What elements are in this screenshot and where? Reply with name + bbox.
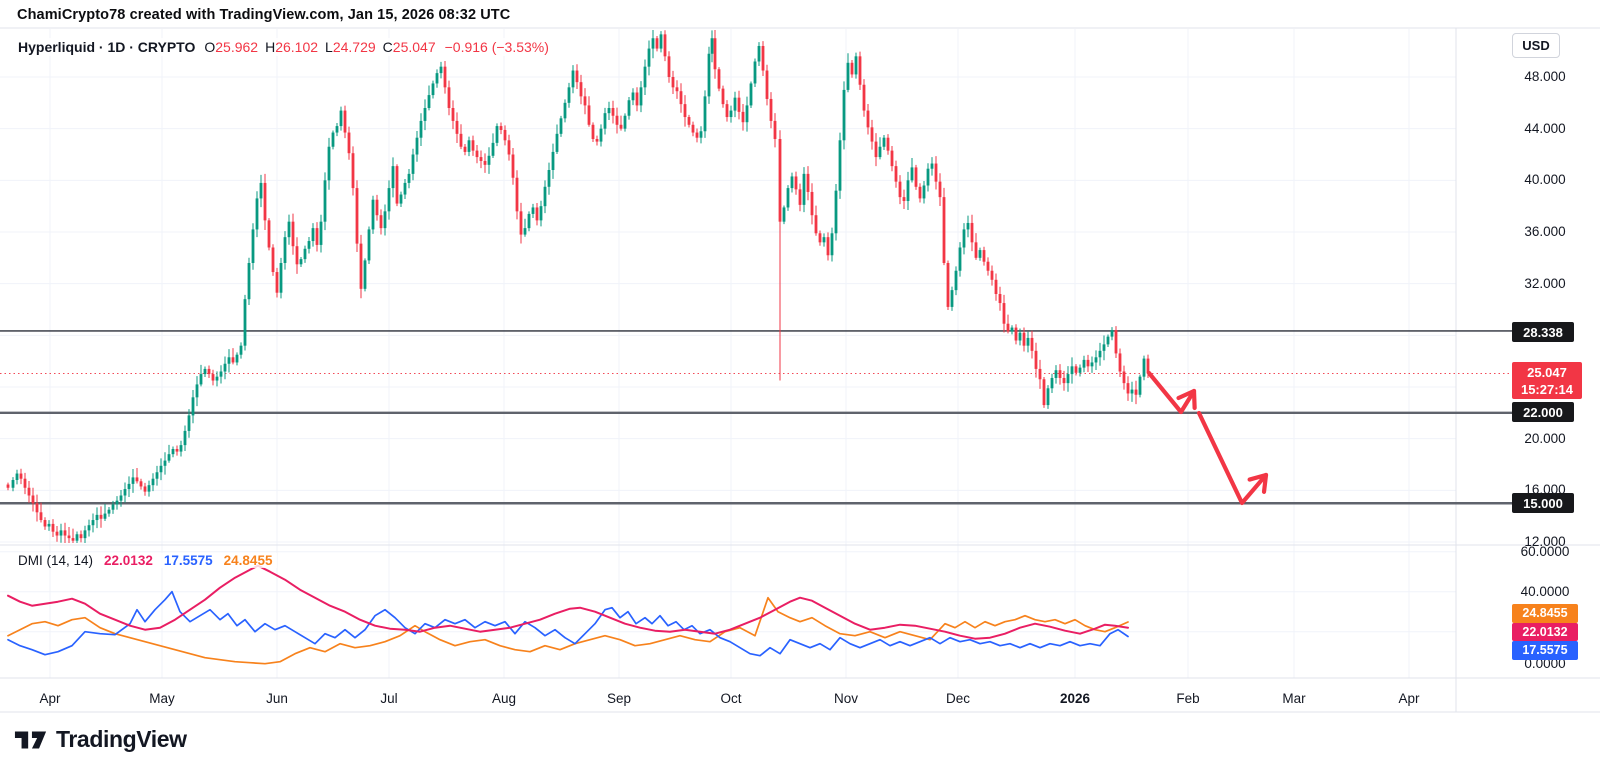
plus-di-badge[interactable]: 17.5575: [1512, 641, 1578, 660]
dmi-axis-label: 0.0000: [1524, 656, 1566, 671]
adx-badge[interactable]: 22.0132: [1512, 622, 1578, 641]
change-value: −0.916 (−3.53%): [444, 39, 549, 55]
time-axis-label-feb: Feb: [1176, 691, 1200, 706]
time-axis-label-2026: 2026: [1059, 691, 1091, 706]
support1-price-badge[interactable]: 22.000: [1512, 402, 1574, 422]
dmi-minusdi-value: 24.8455: [223, 553, 273, 568]
time-axis-label-sep: Sep: [606, 691, 632, 706]
symbol-legend[interactable]: Hyperliquid · 1D · CRYPTO O25.962 H26.10…: [18, 38, 555, 56]
minus-di-line: [7, 596, 1129, 665]
time-axis-label-apr: Apr: [1398, 691, 1420, 706]
resistance-price-badge[interactable]: 28.338: [1512, 322, 1574, 342]
time-axis-label-aug: Aug: [491, 691, 517, 706]
bar-countdown: 15:27:14: [1520, 381, 1574, 397]
dmi-axis-label: 60.0000: [1520, 543, 1570, 559]
time-axis-label-jul: Jul: [380, 691, 398, 706]
support2-price-badge[interactable]: 15.000: [1512, 493, 1574, 513]
time-axis-label-may: May: [149, 691, 175, 706]
price-level-lines[interactable]: [0, 330, 1512, 505]
dmi-adx-value: 22.0132: [104, 553, 153, 568]
price-axis-label: 48.000: [1524, 69, 1566, 84]
ohlc-values: O25.962 H26.102 L24.729 C25.047: [204, 39, 436, 55]
minus-di-badge[interactable]: 24.8455: [1512, 604, 1578, 623]
time-axis-label-dec: Dec: [945, 691, 970, 706]
low-value: 24.729: [332, 39, 376, 55]
close-value: 25.047: [392, 39, 436, 55]
dmi-axis-label: 40.0000: [1520, 583, 1570, 599]
dmi-plusdi-value: 17.5575: [163, 553, 213, 568]
time-axis-label-apr: Apr: [39, 691, 61, 706]
last-price-badge[interactable]: 25.047 15:27:14: [1512, 362, 1582, 399]
gridlines: [0, 29, 1456, 678]
plus-di-line: [7, 590, 1129, 657]
pane-separators: [0, 27, 1600, 713]
time-axis-label-nov: Nov: [833, 691, 858, 706]
tradingview-logo[interactable]: TradingView: [14, 724, 187, 754]
time-axis-label-jun: Jun: [266, 691, 288, 706]
adx-line: [7, 564, 1129, 640]
symbol-title: Hyperliquid · 1D · CRYPTO: [18, 39, 196, 55]
time-axis-label-mar: Mar: [1282, 691, 1306, 706]
dmi-title: DMI (14, 14): [18, 553, 94, 568]
price-axis-label: 20.000: [1524, 430, 1566, 446]
tradingview-logo-icon: [14, 731, 47, 749]
projection-arrow-drawing[interactable]: [1146, 370, 1269, 506]
tradingview-logo-text: TradingView: [56, 725, 187, 752]
attribution-text: ChamiCrypto78 created with TradingView.c…: [17, 7, 511, 23]
high-value: 26.102: [275, 39, 319, 55]
dmi-series: [7, 564, 1129, 665]
time-axis-label-oct: Oct: [720, 691, 742, 706]
open-value: 25.962: [215, 39, 259, 55]
currency-toggle-usd[interactable]: USD: [1512, 33, 1560, 58]
last-price-value: 25.047: [1527, 364, 1567, 380]
price-axis-label: 44.000: [1524, 120, 1566, 136]
candlestick-series[interactable]: [6, 30, 1150, 543]
price-axis-label: 40.000: [1524, 172, 1566, 188]
dmi-indicator-legend[interactable]: DMI (14, 14) 22.0132 17.5575 24.8455: [18, 553, 278, 568]
price-axis-label: 12.000: [1524, 534, 1566, 549]
price-axis-label: 36.000: [1524, 224, 1566, 239]
price-axis-label: 32.000: [1524, 275, 1566, 291]
